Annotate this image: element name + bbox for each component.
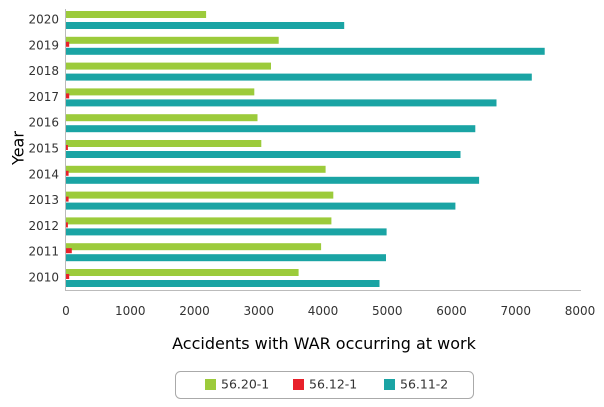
bar-2012-56.12-1 <box>66 222 68 228</box>
legend-swatch <box>293 379 304 390</box>
bar-2013-56.20-1 <box>66 191 334 199</box>
bar-2015-56.12-1 <box>66 145 68 150</box>
x-tick-label: 5000 <box>372 304 403 318</box>
bar-2014-56.11-2 <box>66 176 480 184</box>
bar-2015-56.11-2 <box>66 151 461 158</box>
legend-swatch <box>384 379 395 390</box>
legend-box <box>175 371 474 399</box>
bar-2017-56.12-1 <box>66 93 70 99</box>
y-tick-label: 2016 <box>28 116 59 130</box>
bar-2018-56.11-2 <box>66 73 532 81</box>
legend-label: 56.11-2 <box>400 377 448 392</box>
bar-2013-56.11-2 <box>66 202 456 210</box>
x-tick-label: 6000 <box>436 304 467 318</box>
x-tick-label: 1000 <box>115 304 146 318</box>
y-tick-label: 2013 <box>28 193 59 207</box>
bar-2016-56.11-2 <box>66 125 476 133</box>
y-tick-labels: 2020 2019 2018 2017 2016 2015 2014 2013 2012 2011… <box>28 13 59 285</box>
bar-2018-56.20-1 <box>66 62 271 70</box>
bar-2019-56.20-1 <box>66 36 279 44</box>
bar-2019-56.11-2 <box>66 47 545 55</box>
bar-2016-56.20-1 <box>66 114 258 122</box>
bars-group <box>66 11 545 287</box>
bar-2012-56.20-1 <box>66 217 332 225</box>
x-tick-label: 7000 <box>501 304 532 318</box>
bar-2011-56.20-1 <box>66 243 322 251</box>
x-tick-label: 8000 <box>565 304 596 318</box>
legend: 56.20-1 56.12-1 56.11-2 <box>175 371 474 399</box>
bar-2020-56.20-1 <box>66 11 207 18</box>
y-tick-label: 2011 <box>28 245 59 259</box>
bar-2017-56.20-1 <box>66 88 255 96</box>
bar-2014-56.20-1 <box>66 165 326 173</box>
legend-label: 56.20-1 <box>221 377 269 392</box>
bar-2010-56.11-2 <box>66 280 380 287</box>
x-tick-label: 3000 <box>244 304 275 318</box>
legend-swatch <box>205 379 216 390</box>
bar-2014-56.12-1 <box>66 170 69 176</box>
bar-2015-56.20-1 <box>66 140 262 147</box>
bar-2012-56.11-2 <box>66 228 387 236</box>
y-tick-label: 2015 <box>28 142 59 156</box>
bar-2010-56.20-1 <box>66 269 299 276</box>
y-tick-label: 2019 <box>28 38 59 52</box>
bar-2010-56.12-1 <box>66 274 70 279</box>
y-tick-label: 2012 <box>28 219 59 233</box>
y-tick-label: 2017 <box>28 90 59 104</box>
y-axis-title: Year <box>9 131 28 166</box>
bar-2011-56.12-1 <box>66 248 72 254</box>
y-tick-label: 2018 <box>28 64 59 78</box>
bar-2011-56.11-2 <box>66 254 386 262</box>
x-tick-label: 2000 <box>179 304 210 318</box>
x-tick-labels: 0 1000 2000 3000 4000 5000 6000 7000 8000 <box>62 304 595 318</box>
bar-2019-56.12-1 <box>66 41 70 47</box>
y-tick-label: 2020 <box>28 13 59 27</box>
x-tick-label: 4000 <box>308 304 339 318</box>
x-tick-label: 0 <box>62 304 70 318</box>
bar-2020-56.11-2 <box>66 22 345 29</box>
legend-label: 56.12-1 <box>309 377 357 392</box>
bar-2013-56.12-1 <box>66 196 69 202</box>
bar-2017-56.11-2 <box>66 99 497 107</box>
y-tick-label: 2010 <box>28 271 59 285</box>
x-axis-title: Accidents with WAR occurring at work <box>172 334 477 353</box>
y-tick-label: 2014 <box>28 167 59 181</box>
